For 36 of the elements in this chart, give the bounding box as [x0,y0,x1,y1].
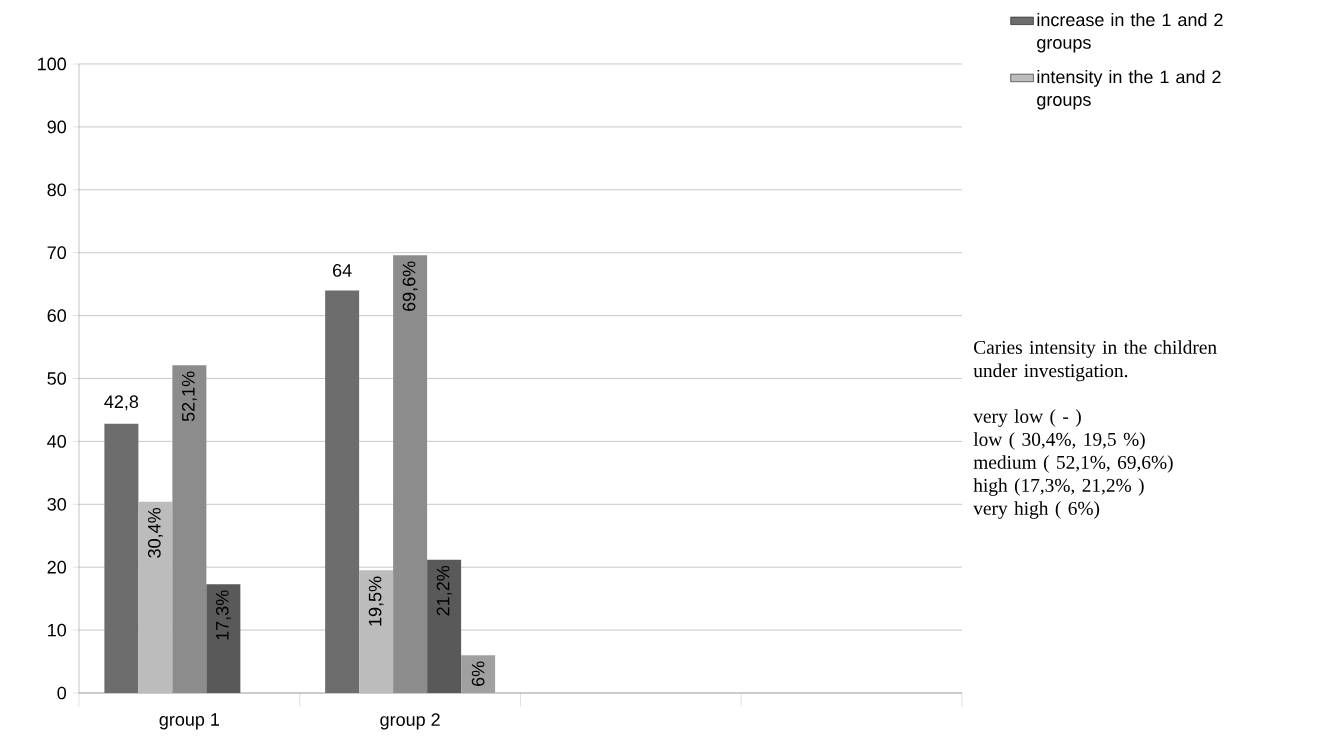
y-tick-label: 10 [48,623,67,637]
y-tick-label: 0 [57,686,67,700]
data-label: 17,3% [215,590,231,640]
data-label: 69,6% [402,261,418,311]
data-label: 52,1% [181,371,197,422]
y-tick-label: 20 [47,560,67,574]
data-label: 21,2% [436,565,452,616]
y-tick-label: 80 [47,183,67,197]
bar [325,290,360,693]
bar [138,501,173,693]
y-tick-label: 30 [47,497,67,511]
text: high (17,3%, 21,2% ) [973,478,1144,496]
bar [104,423,139,693]
y-tick-label: 50 [47,372,67,385]
data-label: 64 [333,264,352,277]
y-tick-label: 70 [47,246,67,260]
bar [461,655,496,693]
x-tick-label: group 1 [159,713,219,730]
bar [359,570,394,693]
text: very high ( 6%) [973,501,1100,519]
x-tick-label: group 2 [380,713,440,730]
text: very low ( - ) [973,409,1081,427]
data-label: 6% [471,661,485,686]
data-label: 19,5% [368,576,384,626]
text: medium ( 52,1%, 69,6%) [973,455,1173,473]
bar [427,559,462,693]
legend-label: intensity in the 1 and 2 groups [1037,70,1221,110]
y-tick-label: 100 [38,57,67,71]
text: Caries intensity in the children under investigation. [973,340,1217,382]
bar [206,584,241,693]
text: low ( 30,4%, 19,5 %) [973,432,1145,450]
y-tick-label: 60 [47,309,67,322]
data-label: 42,8 [104,395,139,411]
y-tick-label: 40 [47,435,67,448]
data-label: 30,4% [147,508,163,558]
y-tick-label: 90 [47,120,67,134]
